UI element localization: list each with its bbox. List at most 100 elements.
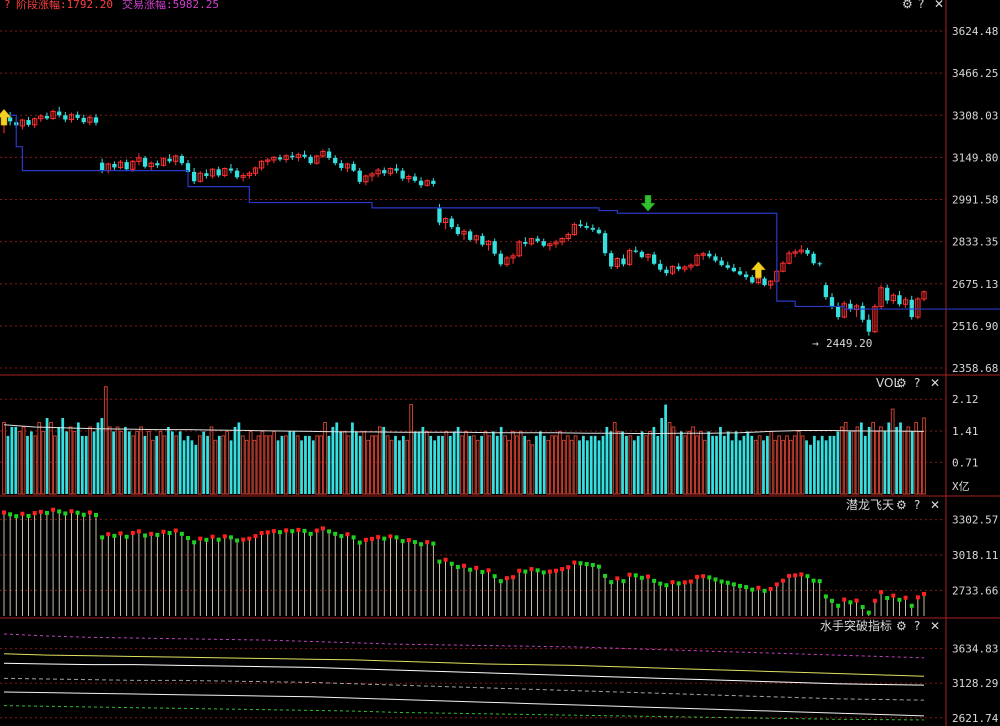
qlft-close-icon[interactable]: ✕ [930,498,940,512]
volume-bar [206,435,209,494]
qlft-marker [609,580,614,585]
candle-body [240,174,246,178]
volume-bar [906,426,911,495]
main-help-icon[interactable]: ? [918,0,924,11]
qlft-marker [633,573,638,578]
header-prefix: ? [4,0,11,11]
candle-body [614,257,620,267]
candle-body [412,176,418,181]
candle-body [442,218,449,224]
candle-body [768,280,774,286]
qlft-marker [909,603,914,608]
volume-bar [123,426,127,494]
qlft-ytick-label: 3018.11 [952,549,998,562]
volume-bar [698,430,703,495]
candle-body [209,168,216,177]
main-settings-icon[interactable]: ⚙ [902,0,913,11]
volume-bar [72,430,77,495]
volume-bar [57,426,61,494]
qlft-marker [615,576,620,581]
candle-body [57,111,62,116]
candle-body [32,118,38,126]
qlft-settings-icon[interactable]: ⚙ [896,498,907,512]
volume-bar [80,435,84,494]
buy-arrow-icon [750,261,766,279]
volume-bar [593,435,597,494]
vol-settings-icon[interactable]: ⚙ [896,376,907,390]
candle-body [719,260,724,266]
main-ytick-label: 3624.48 [952,25,998,38]
sstp-settings-icon[interactable]: ⚙ [896,619,907,633]
qlft-marker [198,536,203,541]
vol-help-icon[interactable]: ? [914,376,920,390]
candle-body [19,119,26,127]
qlft-marker [836,603,841,608]
volume-bar [839,426,844,495]
volume-bar [146,430,151,495]
sstp-help-icon[interactable]: ? [914,619,920,633]
qlft-marker [658,581,663,586]
volume-bar [565,435,570,495]
qlft-marker [69,509,74,514]
volume-bar [683,435,688,495]
qlft-marker [860,605,865,610]
qlft-marker [554,568,558,573]
candle-body [461,230,467,235]
volume-bar [625,435,628,494]
candle-body [351,163,356,171]
candle-body [295,154,302,158]
candle-body [902,299,909,305]
qlft-marker [143,533,148,538]
vol-close-icon[interactable]: ✕ [930,376,940,390]
qlft-marker [486,568,491,573]
volume-bar [742,435,746,494]
qlft-marker [572,560,577,565]
volume-bar [61,418,65,494]
main-ytick-label: 2833.35 [952,236,998,249]
sstp-series-line [3,633,925,659]
main-close-icon[interactable]: ✕ [934,0,944,11]
volume-bar [272,430,276,495]
volume-bar [2,421,6,495]
candle-body [835,306,841,318]
volume-bar [178,431,182,494]
qlft-marker [241,537,246,542]
volume-bar [828,435,832,494]
volume-bar [640,431,644,494]
candle-body [510,255,516,259]
candle-body [228,168,234,171]
volume-bar [483,430,488,495]
candle-body [498,253,503,265]
candle-body [339,163,344,168]
qlft-help-icon[interactable]: ? [914,498,920,512]
volume-bar [526,439,531,495]
volume-bar [922,417,926,495]
volume-bar [276,440,280,494]
candle-body [93,117,99,123]
volume-bar [792,435,797,495]
candle-body [878,287,884,307]
main-ytick-label: 2516.90 [952,320,998,333]
volume-bar [131,435,136,495]
candle-body [528,238,535,245]
volume-bar [730,440,734,494]
candle-body [148,162,154,168]
volume-bar [660,418,664,494]
volume-bar [315,435,320,495]
volume-bar [875,430,879,495]
qlft-marker [750,587,755,592]
qlft-marker [87,510,92,515]
qlft-marker [866,610,871,615]
volume-bar [225,430,230,495]
volume-bar [221,435,226,495]
qlft-marker [419,542,424,547]
volume-bar [487,435,492,495]
vol-ytick-label: 2.12 [952,393,979,406]
qlft-marker [149,531,154,536]
volume-bar [621,431,624,494]
sstp-close-icon[interactable]: ✕ [930,619,940,633]
volume-bar [848,431,851,494]
volume-bar [605,426,609,494]
qlft-marker [320,526,325,531]
qlft-marker [695,574,700,579]
